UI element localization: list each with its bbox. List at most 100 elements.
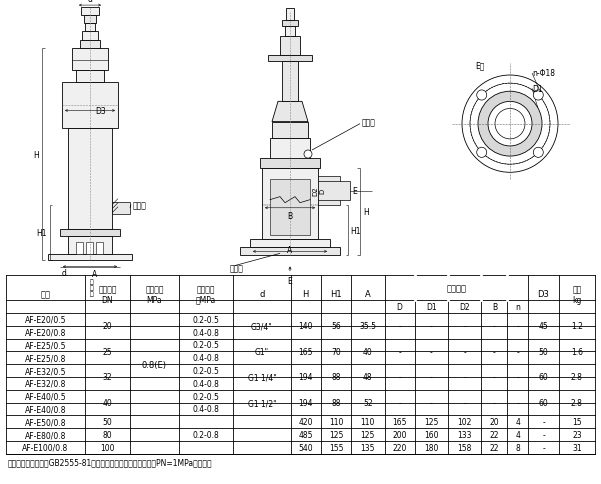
Text: -: - bbox=[516, 373, 519, 382]
Text: -: - bbox=[398, 373, 401, 382]
Circle shape bbox=[533, 91, 543, 101]
Text: 8: 8 bbox=[516, 443, 520, 452]
Bar bbox=[270, 180, 310, 236]
Text: -: - bbox=[430, 373, 433, 382]
Text: 0.8(E): 0.8(E) bbox=[142, 360, 167, 369]
Text: D2: D2 bbox=[460, 302, 470, 312]
Text: 155: 155 bbox=[329, 443, 343, 452]
Text: 200: 200 bbox=[392, 430, 407, 439]
Text: 60: 60 bbox=[538, 373, 548, 382]
Text: H: H bbox=[33, 150, 39, 159]
Bar bbox=[282, 61, 298, 102]
Text: 回油口: 回油口 bbox=[133, 201, 147, 210]
Text: 40: 40 bbox=[103, 398, 112, 407]
Text: 0.2-0.5: 0.2-0.5 bbox=[192, 392, 219, 401]
Text: AF-E40/0.8: AF-E40/0.8 bbox=[25, 405, 66, 414]
Text: d: d bbox=[88, 0, 93, 4]
Text: 194: 194 bbox=[299, 373, 313, 382]
Text: B: B bbox=[492, 302, 497, 312]
Bar bbox=[250, 240, 330, 248]
Text: 110: 110 bbox=[329, 417, 343, 426]
Circle shape bbox=[478, 92, 542, 157]
Bar bbox=[68, 128, 112, 229]
Text: E向: E向 bbox=[475, 61, 484, 70]
Text: AF-E80/0.8: AF-E80/0.8 bbox=[25, 430, 66, 439]
Text: 工作压力
级MPa: 工作压力 级MPa bbox=[196, 285, 216, 304]
Text: 20: 20 bbox=[103, 322, 112, 331]
Text: -: - bbox=[493, 347, 496, 356]
Text: -: - bbox=[398, 398, 401, 407]
Bar bbox=[262, 169, 318, 240]
Bar bbox=[318, 182, 350, 200]
Text: -: - bbox=[463, 322, 466, 331]
Text: G1 1/4": G1 1/4" bbox=[248, 373, 276, 382]
Text: 52: 52 bbox=[363, 398, 373, 407]
Text: 口: 口 bbox=[90, 279, 94, 285]
Bar bbox=[72, 48, 108, 71]
Text: d: d bbox=[61, 269, 66, 277]
Text: G1 1/2": G1 1/2" bbox=[248, 398, 276, 407]
Text: D1: D1 bbox=[426, 302, 437, 312]
Bar bbox=[86, 242, 93, 255]
Text: -: - bbox=[542, 417, 545, 426]
Text: 4: 4 bbox=[515, 430, 520, 439]
Text: 88: 88 bbox=[331, 398, 341, 407]
Polygon shape bbox=[272, 102, 308, 122]
Text: D: D bbox=[397, 302, 403, 312]
Bar bbox=[112, 202, 130, 214]
Text: 50: 50 bbox=[538, 347, 548, 356]
Text: -: - bbox=[516, 322, 519, 331]
Text: D1: D1 bbox=[532, 85, 543, 93]
Circle shape bbox=[488, 102, 532, 147]
Text: 165: 165 bbox=[299, 347, 313, 356]
Text: -: - bbox=[493, 398, 496, 407]
Bar bbox=[60, 229, 120, 237]
Text: 公称压力
MPa: 公称压力 MPa bbox=[145, 285, 163, 304]
Text: 注：法兰连接尺寸按GB2555-81（一般用途管法兰连接尺寸）中PN=1MPa的规定。: 注：法兰连接尺寸按GB2555-81（一般用途管法兰连接尺寸）中PN=1MPa的… bbox=[8, 458, 213, 467]
Text: 23: 23 bbox=[572, 430, 582, 439]
Text: 1.6: 1.6 bbox=[571, 347, 583, 356]
Text: 排: 排 bbox=[90, 291, 94, 297]
Text: H1: H1 bbox=[331, 290, 342, 299]
Text: 135: 135 bbox=[361, 443, 375, 452]
Text: 15: 15 bbox=[572, 417, 582, 426]
Text: 100: 100 bbox=[100, 443, 115, 452]
Text: 50: 50 bbox=[103, 417, 112, 426]
Bar bbox=[286, 9, 294, 21]
Text: -: - bbox=[493, 322, 496, 331]
Text: -: - bbox=[516, 398, 519, 407]
Text: -: - bbox=[398, 347, 401, 356]
Circle shape bbox=[304, 151, 312, 159]
Text: 45: 45 bbox=[538, 322, 548, 331]
Text: AF-E25/0.8: AF-E25/0.8 bbox=[25, 354, 66, 363]
Text: D: D bbox=[319, 189, 325, 194]
Text: E: E bbox=[352, 187, 357, 196]
Circle shape bbox=[477, 91, 487, 101]
Text: 194: 194 bbox=[299, 398, 313, 407]
Text: 40: 40 bbox=[363, 347, 373, 356]
Text: 133: 133 bbox=[457, 430, 472, 439]
Text: 0.2-0.5: 0.2-0.5 bbox=[192, 315, 219, 324]
Text: 80: 80 bbox=[103, 430, 112, 439]
Bar bbox=[84, 16, 96, 24]
Bar bbox=[282, 21, 298, 27]
Text: 125: 125 bbox=[361, 430, 375, 439]
Bar bbox=[280, 37, 300, 56]
Text: AF-E40/0.5: AF-E40/0.5 bbox=[25, 392, 66, 401]
Text: 48: 48 bbox=[363, 373, 373, 382]
Text: -: - bbox=[463, 398, 466, 407]
Text: AF-E100/0.8: AF-E100/0.8 bbox=[22, 443, 69, 452]
Text: -: - bbox=[398, 322, 401, 331]
Bar bbox=[240, 248, 340, 256]
Text: 60: 60 bbox=[538, 398, 548, 407]
Bar bbox=[68, 237, 112, 255]
Text: 160: 160 bbox=[424, 430, 439, 439]
Text: 220: 220 bbox=[392, 443, 407, 452]
Text: 35.5: 35.5 bbox=[359, 322, 376, 331]
Bar bbox=[85, 24, 95, 32]
Text: 进油口: 进油口 bbox=[230, 263, 244, 272]
Text: A: A bbox=[287, 246, 293, 255]
Text: 2.8: 2.8 bbox=[571, 398, 583, 407]
Text: 32: 32 bbox=[103, 373, 112, 382]
Text: 485: 485 bbox=[299, 430, 313, 439]
